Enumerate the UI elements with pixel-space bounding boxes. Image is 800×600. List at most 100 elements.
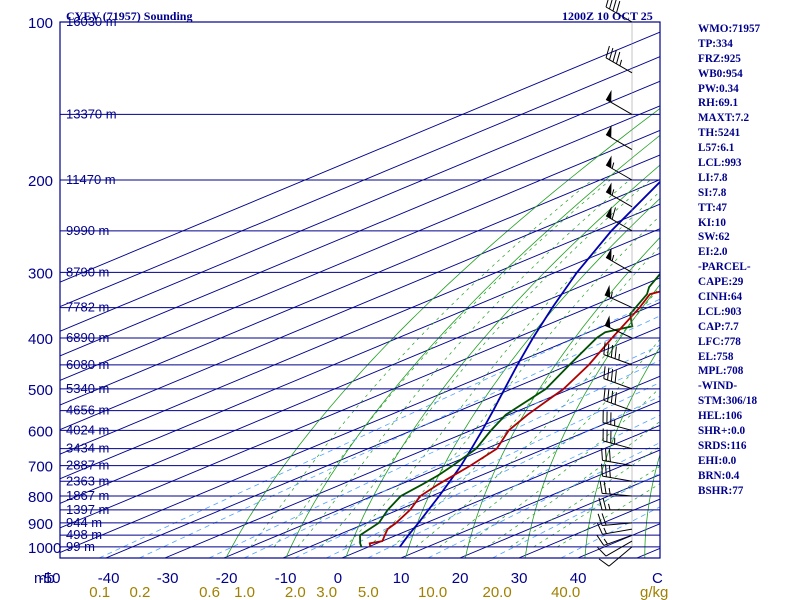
pressure-label: 900: [28, 516, 53, 533]
wind-barb: [596, 534, 633, 546]
valid-time: 1200Z 10 OCT 25: [562, 9, 653, 23]
isotherm-line: [341, 424, 660, 558]
index-item: STM:306/18: [698, 395, 758, 408]
height-label: 2887 m: [66, 458, 109, 473]
isotherm-line: [60, 56, 660, 308]
temp-tick-label: 30: [511, 570, 528, 587]
mixing-ratio-label: 10.0: [418, 584, 447, 600]
index-item: LI:7.8: [698, 171, 728, 184]
height-label: 3434 m: [66, 441, 109, 456]
isotherm-line: [60, 80, 660, 332]
dry-adiabat-line: [225, 107, 660, 558]
index-item: CINH:64: [698, 291, 743, 304]
wind-barb: [604, 315, 633, 339]
index-item: TP:334: [698, 37, 733, 50]
index-item: TT:47: [698, 201, 728, 214]
mixing-ratio-line: [99, 298, 660, 558]
index-item: WB0:954: [698, 67, 743, 80]
index-item: MPL:708: [698, 365, 744, 378]
height-label: 4024 m: [66, 422, 109, 437]
index-item: RH:69.1: [698, 97, 739, 110]
index-item: LCL:993: [698, 157, 742, 170]
wind-barb: [596, 522, 633, 535]
index-item: HEL:106: [698, 410, 743, 423]
temp-tick-label: -40: [98, 570, 120, 587]
mixing-ratio-unit-label: g/kg: [640, 584, 668, 600]
dry-adiabat-line: [285, 134, 660, 558]
height-label: 6080 m: [66, 357, 109, 372]
index-item: -PARCEL-: [698, 261, 751, 274]
isotherm-line: [164, 351, 660, 558]
mixing-ratio-label: 0.6: [199, 584, 220, 600]
mixing-ratio-label: 20.0: [482, 584, 511, 600]
isotherm-line: [400, 449, 660, 558]
index-item: BSHR:77: [698, 484, 744, 497]
wind-barb: [605, 155, 633, 181]
pressure-label: 600: [28, 423, 53, 440]
pressure-label: 800: [28, 489, 53, 506]
wind-barb: [599, 481, 633, 497]
height-label: 1397 m: [66, 502, 109, 517]
index-item: EL:758: [698, 350, 734, 363]
pressure-label: 400: [28, 331, 53, 348]
index-item: CAP:7.7: [698, 320, 739, 333]
mixing-ratio-label: 0.2: [129, 584, 150, 600]
wind-barb: [598, 497, 632, 511]
height-label: 2363 m: [66, 473, 109, 488]
pressure-label: 1000: [28, 540, 61, 557]
isotherm-line: [60, 228, 660, 480]
temp-tick-label: -50: [39, 570, 61, 587]
dry-adiabat-line: [345, 164, 660, 558]
index-item: SRDS:116: [698, 439, 747, 452]
index-item: L57:6.1: [698, 142, 735, 155]
wind-barb: [605, 0, 633, 23]
plot-frame: [59, 21, 661, 559]
temp-unit-label: C: [652, 570, 663, 587]
isotherm-line: [60, 105, 660, 357]
isotherm-line: [223, 375, 660, 558]
index-item: KI:10: [698, 216, 726, 229]
wind-barb: [602, 410, 633, 431]
height-label: 8790 m: [66, 264, 109, 279]
mixing-ratio-label: 2.0: [285, 584, 306, 600]
index-item: MAXT:7.2: [698, 112, 750, 125]
height-label: 5340 m: [66, 381, 109, 396]
moist-adiabat-line: [415, 286, 660, 548]
dry-adiabat-line: [644, 453, 660, 558]
dry-adiabat-line: [524, 284, 660, 558]
height-label: 11470 m: [66, 172, 116, 187]
isotherm-line: [60, 179, 660, 431]
height-label: 1867 m: [66, 488, 109, 503]
wind-barb: [603, 366, 633, 390]
isotherm-line: [60, 31, 660, 283]
index-item: SHR+:0.0: [698, 425, 746, 438]
mixing-ratio-line: [560, 506, 660, 558]
isotherm-line: [60, 302, 660, 553]
temp-tick-label: -10: [275, 570, 297, 587]
wind-barb: [605, 182, 633, 208]
isotherm-line: [60, 203, 660, 455]
index-item: CAPE:29: [698, 276, 744, 289]
dewpoint-profile-line: [359, 272, 660, 548]
wind-barb: [605, 89, 633, 115]
wind-barb: [605, 125, 633, 150]
height-label: 7782 m: [66, 300, 109, 315]
wind-barb: [601, 447, 633, 467]
isotherm-line: [282, 400, 660, 558]
pressure-label: 200: [28, 173, 53, 190]
height-label: 13370 m: [66, 106, 117, 121]
pressure-label: 700: [28, 459, 53, 476]
mixing-ratio-label: 0.1: [89, 584, 110, 600]
stability-indices-panel: WMO:71957 TP:334 FRZ:925 WB0:954 PW:0.34 RH:6…: [698, 22, 800, 499]
index-item: FRZ:925: [698, 52, 741, 65]
index-item: EI:2.0: [698, 246, 728, 259]
wind-barb: [597, 513, 633, 526]
height-label: 6890 m: [66, 330, 109, 345]
dry-adiabat-line: [584, 346, 660, 558]
wind-barb: [598, 546, 633, 567]
index-item: LCL:903: [698, 305, 742, 318]
height-label: 498 m: [66, 527, 102, 542]
mixing-ratio-label: 3.0: [316, 584, 337, 600]
temp-tick-label: 0: [334, 570, 342, 587]
